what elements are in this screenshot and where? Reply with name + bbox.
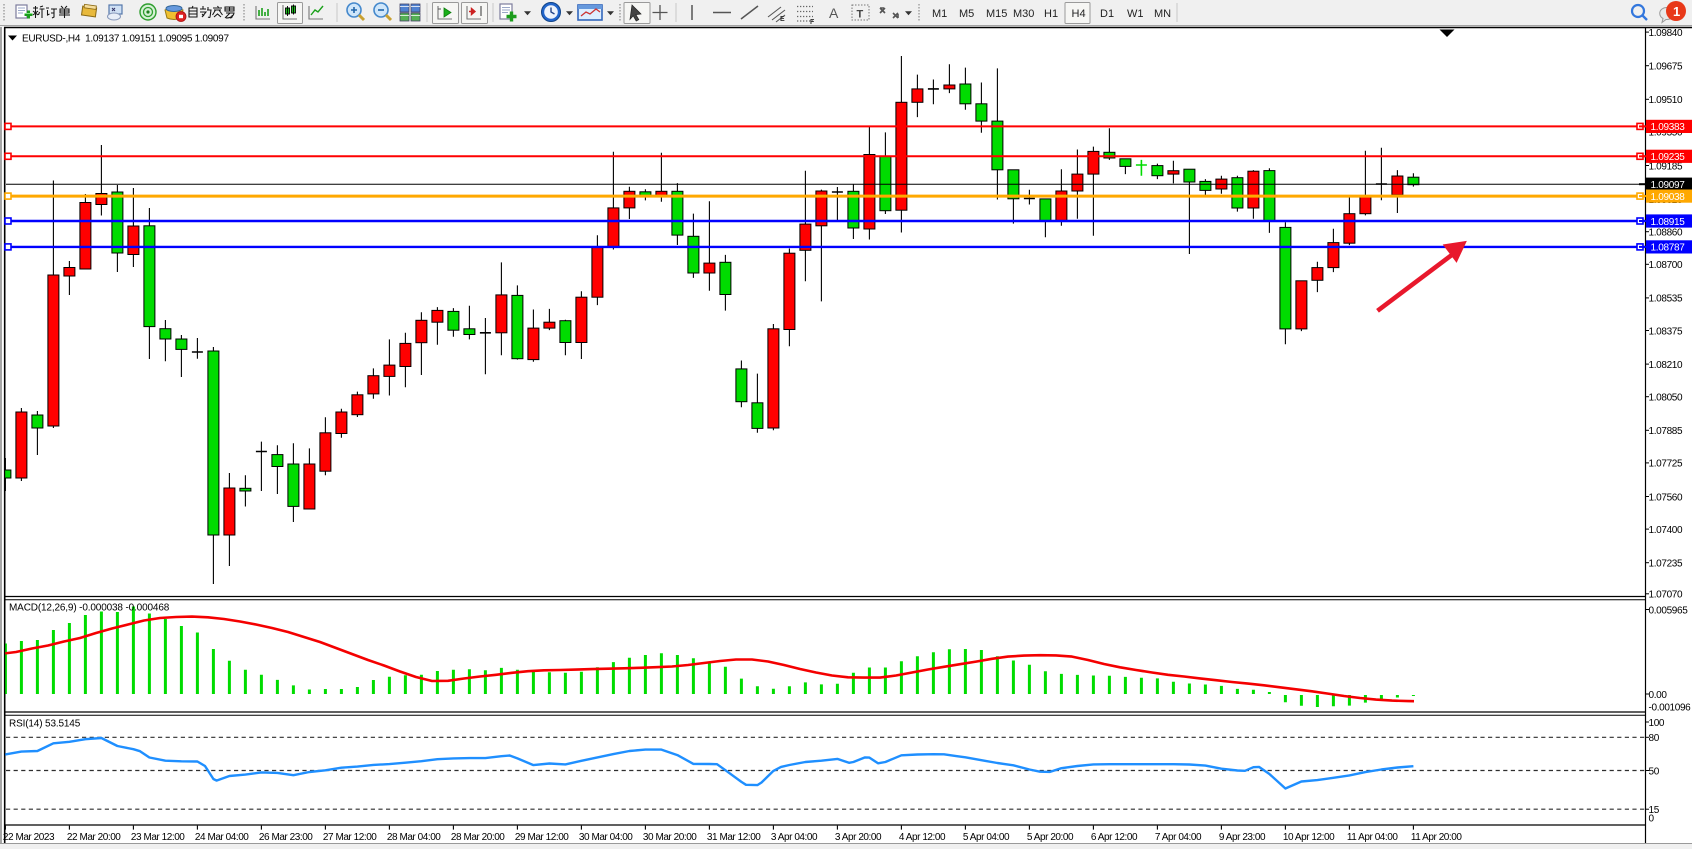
svg-text:5 Apr 20:00: 5 Apr 20:00 (1027, 832, 1074, 843)
svg-text:1.08050: 1.08050 (1649, 393, 1683, 404)
svg-text:3 Apr 04:00: 3 Apr 04:00 (771, 832, 818, 843)
svg-text:1.08535: 1.08535 (1649, 294, 1683, 305)
svg-text:M15: M15 (986, 8, 1007, 20)
svg-text:0: 0 (1649, 813, 1655, 824)
svg-text:F: F (810, 19, 815, 26)
svg-text:1.09097: 1.09097 (1651, 180, 1686, 191)
svg-text:50: 50 (1649, 766, 1660, 777)
svg-text:1.08210: 1.08210 (1649, 360, 1683, 371)
svg-text:28 Mar 04:00: 28 Mar 04:00 (387, 832, 441, 843)
svg-text:10 Apr 12:00: 10 Apr 12:00 (1283, 832, 1335, 843)
svg-text:M5: M5 (959, 8, 974, 20)
svg-text:9 Apr 23:00: 9 Apr 23:00 (1219, 832, 1266, 843)
svg-text:27 Mar 12:00: 27 Mar 12:00 (323, 832, 377, 843)
svg-text:1: 1 (1673, 4, 1680, 19)
svg-text:1.09038: 1.09038 (1651, 192, 1686, 203)
svg-text:A: A (829, 5, 839, 21)
svg-text:30 Mar 04:00: 30 Mar 04:00 (579, 832, 633, 843)
svg-text:T: T (857, 9, 864, 21)
svg-text:H1: H1 (1044, 8, 1058, 20)
svg-text:28 Mar 20:00: 28 Mar 20:00 (451, 832, 505, 843)
svg-text:1.07070: 1.07070 (1649, 590, 1683, 601)
svg-text:0.00: 0.00 (1649, 690, 1668, 701)
svg-text:1.09510: 1.09510 (1649, 95, 1683, 106)
svg-text:15: 15 (1649, 805, 1660, 816)
svg-text:100: 100 (1649, 718, 1665, 729)
svg-text:EURUSD-,H4 1.09137 1.09151 1.: EURUSD-,H4 1.09137 1.09151 1.09095 1.090… (22, 34, 229, 45)
svg-text:1.09235: 1.09235 (1651, 152, 1686, 163)
svg-text:RSI(14) 53.5145: RSI(14) 53.5145 (9, 719, 81, 730)
svg-text:1.08700: 1.08700 (1649, 260, 1683, 271)
svg-text:31 Mar 12:00: 31 Mar 12:00 (707, 832, 761, 843)
svg-text:1.07885: 1.07885 (1649, 426, 1683, 437)
svg-text:7 Apr 04:00: 7 Apr 04:00 (1155, 832, 1202, 843)
svg-text:1.07560: 1.07560 (1649, 492, 1683, 503)
svg-text:1.09185: 1.09185 (1649, 161, 1683, 172)
svg-text:0.005965: 0.005965 (1649, 605, 1689, 616)
svg-text:6 Apr 12:00: 6 Apr 12:00 (1091, 832, 1138, 843)
svg-text:22 Mar 20:00: 22 Mar 20:00 (67, 832, 121, 843)
svg-text:11 Apr 04:00: 11 Apr 04:00 (1347, 832, 1398, 843)
svg-text:-0.001096: -0.001096 (1649, 702, 1692, 713)
svg-text:22 Mar 2023: 22 Mar 2023 (3, 832, 55, 843)
svg-text:1.09840: 1.09840 (1649, 28, 1683, 39)
svg-text:30 Mar 20:00: 30 Mar 20:00 (643, 832, 697, 843)
svg-text:D1: D1 (1100, 8, 1114, 20)
svg-text:1.09383: 1.09383 (1651, 122, 1686, 133)
svg-text:29 Mar 12:00: 29 Mar 12:00 (515, 832, 569, 843)
svg-text:80: 80 (1649, 733, 1660, 744)
svg-text:1.09350: 1.09350 (1649, 128, 1683, 139)
svg-text:24 Mar 04:00: 24 Mar 04:00 (195, 832, 249, 843)
svg-text:W1: W1 (1127, 8, 1144, 20)
svg-text:1.07725: 1.07725 (1649, 459, 1683, 470)
svg-text:26 Mar 23:00: 26 Mar 23:00 (259, 832, 313, 843)
svg-text:MACD(12,26,9) -0.000038 -0.000: MACD(12,26,9) -0.000038 -0.000468 (9, 603, 170, 614)
svg-text:1.09675: 1.09675 (1649, 62, 1683, 73)
svg-text:H4: H4 (1072, 8, 1086, 20)
svg-text:1.08787: 1.08787 (1651, 243, 1686, 254)
svg-text:5 Apr 04:00: 5 Apr 04:00 (963, 832, 1010, 843)
svg-text:1.08915: 1.08915 (1651, 217, 1686, 228)
svg-text:1.08860: 1.08860 (1649, 228, 1683, 239)
svg-text:M30: M30 (1013, 8, 1034, 20)
svg-text:MN: MN (1154, 8, 1171, 20)
svg-text:23 Mar 12:00: 23 Mar 12:00 (131, 832, 185, 843)
svg-text:4 Apr 12:00: 4 Apr 12:00 (899, 832, 946, 843)
svg-text:3 Apr 20:00: 3 Apr 20:00 (835, 832, 882, 843)
svg-text:E: E (780, 16, 785, 23)
svg-text:11 Apr 20:00: 11 Apr 20:00 (1411, 832, 1462, 843)
svg-text:M1: M1 (932, 8, 947, 20)
svg-text:1.07400: 1.07400 (1649, 525, 1683, 536)
svg-text:1.07235: 1.07235 (1649, 559, 1683, 570)
svg-text:1.08375: 1.08375 (1649, 326, 1683, 337)
